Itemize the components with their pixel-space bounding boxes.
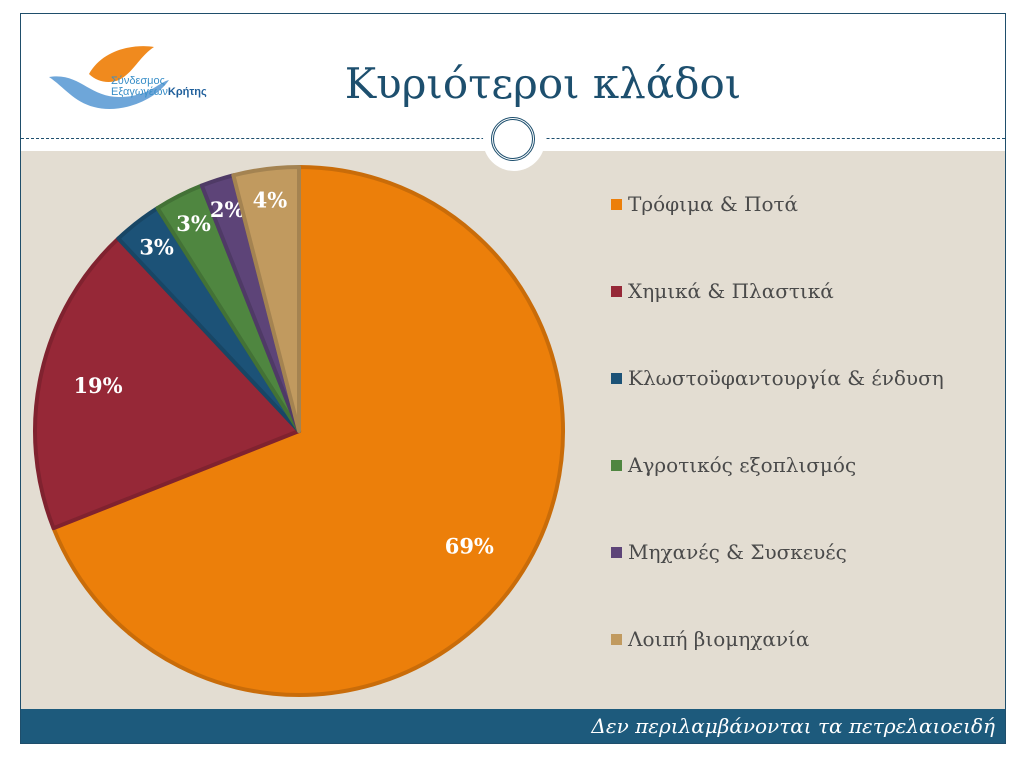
legend-swatch	[611, 633, 622, 645]
legend-label: Λοιπή βιομηχανία	[628, 627, 810, 651]
page-title: Κυριότεροι κλάδοι	[344, 59, 742, 108]
legend-item: Λοιπή βιομηχανία	[611, 627, 809, 651]
data-label: 69%	[445, 534, 494, 559]
data-label: 3%	[176, 211, 211, 236]
legend-label: Τρόφιμα & Ποτά	[628, 192, 799, 216]
circle-ornament-icon	[491, 117, 535, 161]
data-label: 3%	[139, 234, 174, 259]
footer-bar: Δεν περιλαμβάνονται τα πετρελαιοειδή	[21, 709, 1005, 743]
data-label: 19%	[73, 373, 122, 398]
legend-label: Αγροτικός εξοπλισμός	[628, 453, 857, 477]
legend-item: Μηχανές & Συσκευές	[611, 540, 847, 564]
logo-line2b: Κρήτης	[167, 86, 207, 98]
legend-label: Χημικά & Πλαστικά	[628, 279, 834, 303]
pie-chart: 69%19%3%3%2% 4%	[33, 165, 565, 697]
legend-swatch	[611, 459, 622, 471]
logo-line1: Σύνδεσμος	[111, 75, 165, 87]
legend-item: Αγροτικός εξοπλισμός	[611, 453, 856, 477]
legend-item: Τρόφιμα & Ποτά	[611, 192, 798, 216]
footer-note: Δεν περιλαμβάνονται τα πετρελαιοειδή	[591, 714, 995, 738]
legend-swatch	[611, 285, 622, 297]
logo-wave-icon	[49, 46, 169, 109]
pie-slice	[231, 165, 301, 433]
logo-line2a: Εξαγωγέων	[111, 86, 168, 98]
legend-swatch	[611, 198, 622, 210]
pie-slice	[33, 236, 301, 531]
data-label: 4%	[253, 188, 288, 213]
logo: Σύνδεσμος ΕξαγωγέωνΚρήτης	[49, 42, 229, 112]
pie-slice	[51, 165, 565, 697]
legend-item: Χημικά & Πλαστικά	[611, 279, 834, 303]
legend-item: Κλωστοϋφαντουργία & ένδυση	[611, 366, 944, 390]
slide: Σύνδεσμος ΕξαγωγέωνΚρήτης Κυριότεροι κλά…	[20, 13, 1006, 744]
legend-label: Κλωστοϋφαντουργία & ένδυση	[628, 366, 944, 390]
legend-label: Μηχανές & Συσκευές	[628, 540, 847, 564]
legend-swatch	[611, 546, 622, 558]
legend-swatch	[611, 372, 622, 384]
